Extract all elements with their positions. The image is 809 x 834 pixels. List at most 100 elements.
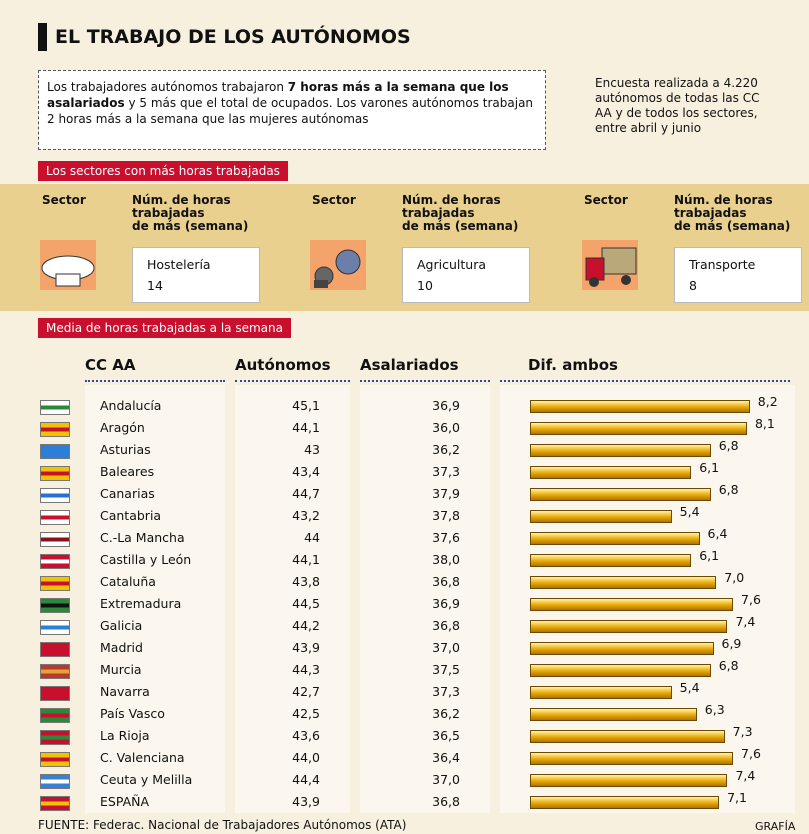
title: EL TRABAJO DE LOS AUTÓNOMOS bbox=[55, 26, 411, 48]
chef-hat-icon bbox=[40, 240, 96, 290]
asalariados: 37,0 bbox=[432, 772, 460, 787]
region: La Rioja bbox=[100, 728, 150, 743]
dif-label: 7,3 bbox=[732, 724, 753, 739]
region: Murcia bbox=[100, 662, 142, 677]
flag bbox=[40, 400, 70, 415]
bar bbox=[530, 620, 728, 633]
dif-label: 8,1 bbox=[754, 416, 775, 431]
asalariados: 36,2 bbox=[432, 706, 460, 721]
autonomos: 43,4 bbox=[292, 464, 320, 479]
asalariados: 36,8 bbox=[432, 794, 460, 809]
bar bbox=[530, 466, 692, 479]
bar bbox=[530, 532, 700, 545]
hours-header: Núm. de horas bbox=[402, 193, 501, 207]
bar bbox=[530, 488, 711, 501]
autonomos: 44,4 bbox=[292, 772, 320, 787]
dif-label: 6,9 bbox=[721, 636, 742, 651]
flag bbox=[40, 444, 70, 459]
column-band bbox=[360, 385, 490, 813]
flag bbox=[40, 642, 70, 657]
bar bbox=[530, 554, 692, 567]
region: Madrid bbox=[100, 640, 143, 655]
asalariados: 37,3 bbox=[432, 464, 460, 479]
hours-header: trabajadas bbox=[402, 206, 475, 220]
asalariados: 37,8 bbox=[432, 508, 460, 523]
flag bbox=[40, 598, 70, 613]
region: ESPAÑA bbox=[100, 794, 150, 809]
hours-header: trabajadas bbox=[132, 206, 205, 220]
flag bbox=[40, 576, 70, 591]
region: Castilla y León bbox=[100, 552, 192, 567]
asalariados: 36,0 bbox=[432, 420, 460, 435]
flag bbox=[40, 774, 70, 789]
bar bbox=[530, 730, 725, 743]
column-header: Dif. ambos bbox=[500, 356, 790, 382]
sector-name: Agricultura bbox=[417, 257, 486, 272]
flag bbox=[40, 686, 70, 701]
asalariados: 36,9 bbox=[432, 398, 460, 413]
dif-label: 6,1 bbox=[699, 548, 720, 563]
dif-label: 5,4 bbox=[679, 504, 700, 519]
note: Encuesta realizada a 4.220 autónomos de … bbox=[595, 76, 760, 135]
bar bbox=[530, 686, 672, 699]
hours-header: trabajadas bbox=[674, 206, 747, 220]
region: C. Valenciana bbox=[100, 750, 185, 765]
bar bbox=[530, 576, 717, 589]
asalariados: 36,8 bbox=[432, 618, 460, 633]
truck-icon bbox=[582, 240, 638, 290]
asalariados: 36,2 bbox=[432, 442, 460, 457]
sector-box: Hostelería 14 bbox=[132, 247, 260, 303]
region: Baleares bbox=[100, 464, 155, 479]
flag bbox=[40, 466, 70, 481]
dif-label: 6,4 bbox=[707, 526, 728, 541]
flag bbox=[40, 532, 70, 547]
autonomos: 43,8 bbox=[292, 574, 320, 589]
hours-header: de más (semana) bbox=[132, 219, 249, 233]
tractor-icon bbox=[310, 240, 366, 290]
flag bbox=[40, 796, 70, 811]
sectors-label: Los sectores con más horas trabajadas bbox=[38, 161, 288, 181]
asalariados: 36,4 bbox=[432, 750, 460, 765]
autonomos: 44,5 bbox=[292, 596, 320, 611]
intro-bold: 7 horas más a la semana que los asalaria… bbox=[47, 80, 509, 110]
column-header: Autónomos bbox=[235, 356, 350, 382]
dif-label: 6,3 bbox=[704, 702, 725, 717]
asalariados: 37,3 bbox=[432, 684, 460, 699]
asalariados: 38,0 bbox=[432, 552, 460, 567]
region: Canarias bbox=[100, 486, 155, 501]
bar bbox=[530, 796, 720, 809]
region: C.-La Mancha bbox=[100, 530, 185, 545]
sector-name: Hostelería bbox=[147, 257, 211, 272]
bar bbox=[530, 642, 714, 655]
table-label: Media de horas trabajadas a la semana bbox=[38, 318, 291, 338]
flag bbox=[40, 422, 70, 437]
bar bbox=[530, 774, 728, 787]
asalariados: 37,5 bbox=[432, 662, 460, 677]
flag bbox=[40, 620, 70, 635]
dif-label: 6,1 bbox=[699, 460, 720, 475]
dif-label: 6,8 bbox=[718, 658, 739, 673]
sector-hours: 10 bbox=[417, 278, 433, 293]
autonomos: 43,9 bbox=[292, 794, 320, 809]
autonomos: 42,5 bbox=[292, 706, 320, 721]
autonomos: 44,2 bbox=[292, 618, 320, 633]
autonomos: 44 bbox=[304, 530, 320, 545]
asalariados: 37,6 bbox=[432, 530, 460, 545]
asalariados: 36,5 bbox=[432, 728, 460, 743]
flag bbox=[40, 488, 70, 503]
bar bbox=[530, 598, 734, 611]
sector-name: Transporte bbox=[689, 257, 756, 272]
asalariados: 37,9 bbox=[432, 486, 460, 501]
dif-label: 6,8 bbox=[718, 438, 739, 453]
column-header: CC AA bbox=[85, 356, 225, 382]
bar bbox=[530, 444, 711, 457]
region: País Vasco bbox=[100, 706, 165, 721]
autonomos: 42,7 bbox=[292, 684, 320, 699]
flag bbox=[40, 708, 70, 723]
bar bbox=[530, 422, 747, 435]
region: Cataluña bbox=[100, 574, 156, 589]
flag bbox=[40, 752, 70, 767]
intro-text: Los trabajadores autónomos trabajaron bbox=[47, 80, 288, 94]
flag bbox=[40, 664, 70, 679]
hours-header: Núm. de horas bbox=[132, 193, 231, 207]
